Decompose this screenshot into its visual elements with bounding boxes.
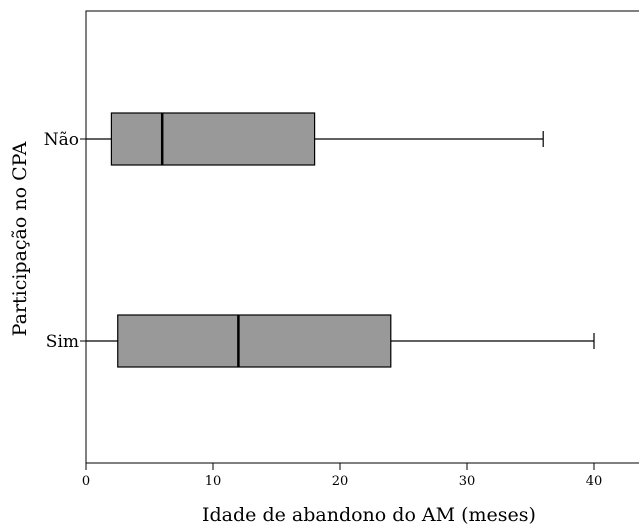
iqr-box bbox=[110, 112, 316, 166]
y-category-label: Sim bbox=[46, 332, 79, 352]
y-category-label: Não bbox=[44, 130, 79, 150]
x-tick-label: 20 bbox=[332, 474, 349, 489]
plot-frame bbox=[85, 10, 639, 464]
x-tick-label: 30 bbox=[459, 474, 476, 489]
x-tick-label: 10 bbox=[205, 474, 222, 489]
box-group bbox=[86, 314, 595, 368]
y-axis-title: Participação no CPA bbox=[9, 141, 31, 336]
x-tick-label: 0 bbox=[82, 474, 90, 489]
x-axis-title: Idade de abandono do AM (meses) bbox=[202, 504, 536, 526]
box-group bbox=[86, 112, 544, 166]
iqr-box bbox=[117, 314, 392, 368]
x-tick-label: 40 bbox=[586, 474, 603, 489]
